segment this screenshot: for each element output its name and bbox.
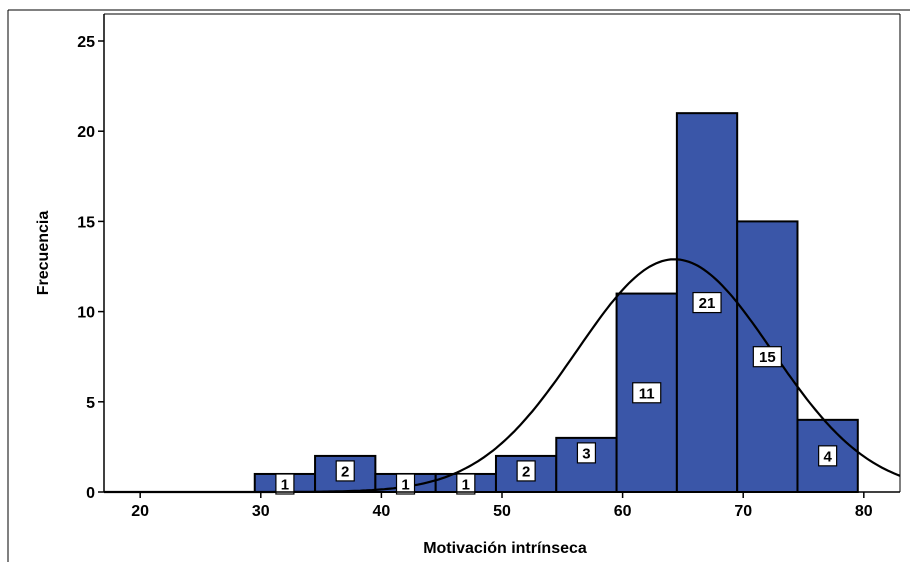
histogram-bar — [675, 112, 739, 493]
x-axis-title: Motivación intrínseca — [423, 540, 587, 557]
data-label: 1 — [275, 473, 295, 495]
y-tick-label: 25 — [77, 34, 95, 51]
data-label: 2 — [516, 460, 536, 482]
data-label-box — [516, 460, 536, 482]
y-axis-title: Frecuencia — [35, 211, 52, 296]
data-label-text: 1 — [281, 477, 289, 494]
y-tick-label: 0 — [86, 485, 95, 502]
data-label-box — [752, 346, 782, 368]
data-label-text: 4 — [823, 448, 832, 465]
data-label-text: 1 — [401, 477, 409, 494]
data-label-box — [275, 473, 295, 495]
data-label-box — [632, 382, 662, 404]
data-label-box — [818, 445, 838, 467]
axes-group: 0 5 10 15 20 25 20 30 40 50 60 70 80 — [77, 14, 900, 520]
data-label-text: 2 — [341, 463, 349, 480]
bars-group — [253, 112, 859, 494]
data-label-box — [456, 473, 476, 495]
data-label-text: 21 — [699, 295, 716, 312]
y-tick-label: 10 — [77, 305, 95, 322]
plot-frame — [7, 9, 910, 562]
data-label: 21 — [692, 291, 722, 314]
data-label: 1 — [456, 473, 476, 495]
y-tick-label: 20 — [77, 124, 95, 141]
data-label-text: 2 — [522, 463, 530, 480]
data-label-text: 3 — [582, 445, 590, 462]
y-tick-label: 15 — [77, 214, 95, 231]
data-label: 11 — [632, 382, 662, 404]
data-label: 15 — [752, 346, 782, 368]
x-tick-label: 60 — [614, 503, 632, 520]
x-tick-label: 50 — [493, 503, 511, 520]
data-label: 1 — [395, 473, 416, 495]
x-tick-label: 70 — [734, 503, 752, 520]
data-label-box — [692, 291, 722, 314]
data-label-text: 15 — [759, 349, 776, 366]
x-tick-label: 20 — [131, 503, 149, 520]
data-label: 4 — [818, 445, 838, 467]
x-tick-label: 40 — [372, 503, 390, 520]
data-label-box — [395, 473, 416, 495]
data-label-box — [335, 460, 355, 482]
data-label-text: 1 — [462, 477, 470, 494]
x-tick-label: 30 — [252, 503, 270, 520]
y-tick-label: 5 — [86, 395, 95, 412]
data-label: 3 — [576, 442, 597, 464]
data-label-box — [576, 442, 597, 464]
x-tick-label: 80 — [855, 503, 873, 520]
data-label-text: 11 — [639, 385, 655, 402]
data-label: 2 — [335, 460, 355, 482]
